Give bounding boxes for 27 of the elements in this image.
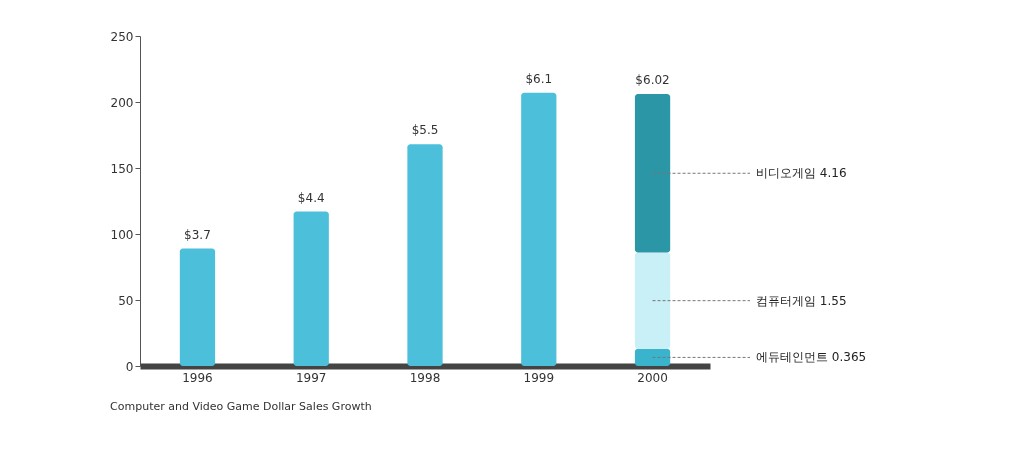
y-tick-label: 100: [110, 227, 134, 242]
y-tick-label: 50: [118, 293, 134, 308]
annotation: $3.7: [184, 227, 211, 242]
x-tick-label: 1997: [295, 370, 327, 385]
annotation: $6.02: [635, 73, 670, 88]
y-tick-label: 150: [110, 161, 134, 176]
bar: [634, 94, 671, 253]
y-tick-label: 200: [110, 95, 134, 110]
text: 컴퓨터게임 1.55: [756, 293, 847, 308]
bar: [521, 92, 557, 366]
text: 에듀테인먼트 0.365: [756, 350, 867, 365]
bar: [634, 348, 671, 366]
bar: [293, 211, 329, 366]
x-tick-label: 1996: [182, 370, 213, 385]
x-tick-label: 2000: [637, 370, 668, 385]
y-tick-label: 250: [110, 29, 134, 44]
x-tick-label: 1998: [409, 370, 441, 385]
x-tick-label: 1999: [523, 370, 555, 385]
annotation: $4.4: [297, 190, 325, 205]
text: 비디오게임 4.16: [756, 166, 847, 181]
bar: [407, 144, 443, 366]
bar: [179, 248, 216, 366]
annotation: $6.1: [525, 71, 553, 86]
y-tick-label: 0: [125, 359, 134, 374]
text: Computer and Video Game Dollar Sales Growth: [110, 400, 372, 413]
annotation: $5.5: [411, 123, 439, 138]
bar: [634, 252, 671, 349]
